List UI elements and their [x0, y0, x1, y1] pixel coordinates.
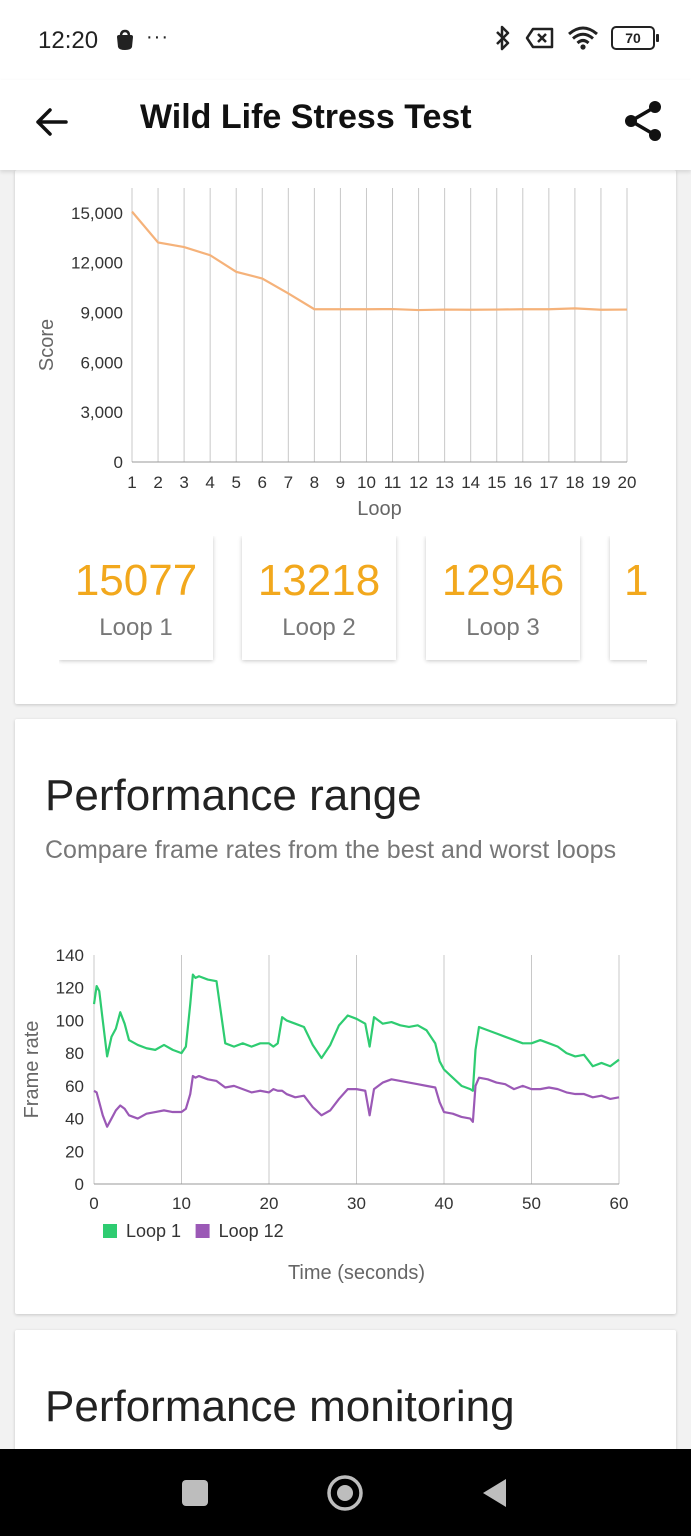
loop-label: Loop 2: [282, 614, 356, 641]
loop-label: Loop 1: [99, 614, 173, 641]
home-icon[interactable]: [327, 1475, 363, 1511]
x-tick-label: 1: [127, 473, 136, 492]
loop-tile[interactable]: 13218 Loop 2: [242, 536, 396, 660]
y-tick-label: 6,000: [80, 353, 123, 372]
y-tick-label: 3,000: [80, 403, 123, 422]
battery-icon: 70: [611, 26, 659, 50]
series-line-loop-12: [93, 1074, 620, 1128]
x-tick-label: 11: [384, 473, 402, 492]
performance-range-card: Performance range Compare frame rates fr…: [15, 719, 676, 1314]
x-tick-label: 14: [461, 473, 480, 492]
performance-range-subtitle: Compare frame rates from the best and wo…: [45, 836, 617, 864]
loop-tile[interactable]: 12946 Loop 3: [426, 536, 580, 660]
more-notifications-icon: ···: [146, 26, 169, 48]
back-nav-icon[interactable]: [483, 1479, 506, 1507]
x-tick-label: 3: [179, 473, 188, 492]
page-title: Wild Life Stress Test: [140, 98, 472, 136]
app-bar: Wild Life Stress Test: [0, 80, 691, 170]
y-tick-label: 40: [65, 1110, 84, 1129]
arrow-left-icon[interactable]: [30, 100, 74, 144]
loop-score: 15077: [74, 556, 198, 605]
loop-score: 13218: [257, 556, 381, 605]
loop-tile[interactable]: 1: [610, 536, 647, 660]
loop-tile[interactable]: 15077 Loop 1: [59, 536, 213, 660]
x-tick-label: 2: [153, 473, 162, 492]
bluetooth-icon: [496, 25, 510, 51]
x-tick-label: 4: [205, 473, 214, 492]
system-navigation-bar: [0, 1449, 691, 1536]
x-tick-label: 17: [539, 473, 558, 492]
y-tick-label: 0: [75, 1175, 84, 1194]
x-axis-label: Loop: [357, 498, 402, 520]
x-tick-label: 13: [435, 473, 454, 492]
status-time: 12:20: [38, 27, 99, 54]
legend-swatch: [103, 1224, 117, 1238]
x-tick-label: 50: [522, 1194, 541, 1213]
recent-apps-icon[interactable]: [182, 1480, 208, 1506]
x-tick-label: 18: [565, 473, 584, 492]
score-per-loop-card: 0 3,000 6,000 9,000 12,000 15,000 1 2 3 4 5 6 7 8 9 10 1…: [15, 170, 676, 704]
y-tick-label: 100: [56, 1011, 84, 1030]
x-tick-label: 60: [610, 1194, 629, 1213]
series-line-loop-1: [92, 973, 620, 1092]
x-tick-label: 6: [258, 473, 267, 492]
x-tick-label: 5: [231, 473, 240, 492]
share-icon[interactable]: [621, 98, 667, 144]
loop-score: 12946: [441, 556, 565, 605]
y-tick-label: 20: [65, 1142, 84, 1161]
y-tick-label: 12,000: [71, 254, 123, 273]
x-tick-label: 40: [435, 1194, 454, 1213]
x-tick-label: 0: [89, 1194, 98, 1213]
performance-monitoring-card: Performance monitoring: [15, 1330, 676, 1460]
x-tick-label: 15: [487, 473, 506, 492]
y-tick-label: 0: [114, 453, 123, 472]
frame-rate-line-chart: 0 10 20 30 40 50 60 0 20 40 60 80 100 120 140 Frame rat…: [21, 946, 629, 1284]
y-tick-label: 140: [56, 946, 84, 965]
x-tick-label: 19: [591, 473, 610, 492]
y-tick-label: 120: [56, 979, 84, 998]
wifi-icon: [568, 26, 598, 50]
status-bar: 12:20 ··· 70: [0, 0, 691, 80]
performance-range-title: Performance range: [45, 771, 422, 820]
loop-score-tiles[interactable]: 15077 Loop 1 13218 Loop 2 12946 Loop 3 1: [59, 536, 647, 666]
x-tick-label: 10: [172, 1194, 191, 1213]
y-tick-label: 60: [65, 1077, 84, 1096]
y-axis-label: Score: [36, 319, 58, 371]
legend-label: Loop 1: [126, 1221, 181, 1241]
x-tick-label: 20: [260, 1194, 279, 1213]
notification-bag-icon: [117, 29, 133, 50]
y-tick-label: 9,000: [80, 304, 123, 323]
x-tick-label: 16: [513, 473, 532, 492]
y-tick-label: 80: [65, 1044, 84, 1063]
loop-label: Loop 3: [466, 614, 540, 641]
x-tick-label: 8: [310, 473, 319, 492]
x-tick-label: 7: [284, 473, 293, 492]
x-tick-label: 9: [336, 473, 345, 492]
x-axis-label: Time (seconds): [288, 1262, 425, 1284]
y-axis-label: Frame rate: [21, 1021, 43, 1119]
x-tick-label: 30: [347, 1194, 366, 1213]
y-tick-label: 15,000: [71, 204, 123, 223]
legend-label: Loop 12: [219, 1221, 284, 1241]
loop-score: 1: [624, 556, 647, 605]
x-tick-label: 12: [409, 473, 428, 492]
score-series-line: [131, 210, 628, 312]
performance-monitoring-title: Performance monitoring: [45, 1382, 515, 1431]
x-tick-label: 20: [618, 473, 637, 492]
x-tick-label: 10: [357, 473, 376, 492]
data-disabled-icon: [525, 27, 554, 49]
legend-swatch: [195, 1224, 210, 1238]
